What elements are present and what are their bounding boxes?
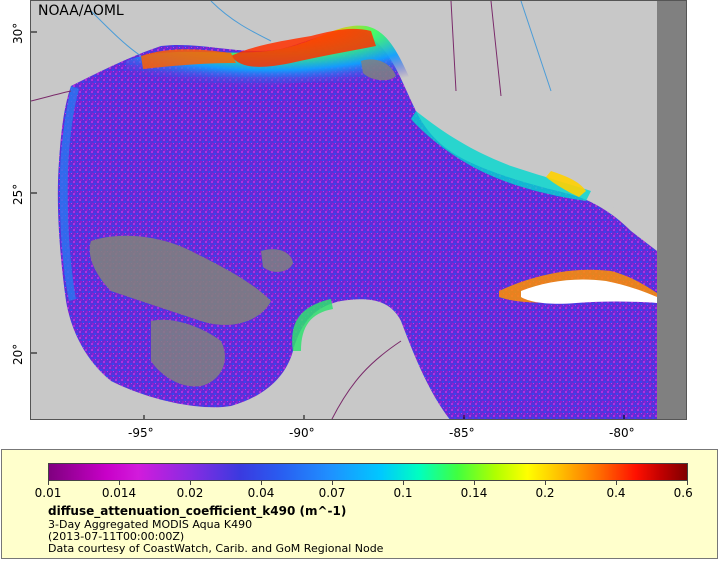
variable-name: diffuse_attenuation_coefficient_k490 (m^… bbox=[48, 504, 347, 518]
colorbar-label: 0.04 bbox=[247, 486, 275, 500]
no-data-patch-southwest bbox=[89, 235, 272, 325]
colorbar-label: 0.2 bbox=[535, 486, 555, 500]
colorbar-label: 0.1 bbox=[393, 486, 413, 500]
colorbar-label: 0.01 bbox=[34, 486, 62, 500]
product-description: 3-Day Aggregated MODIS Aqua K490 bbox=[48, 518, 253, 531]
no-data-patch-central bbox=[261, 249, 293, 272]
lat-ticks bbox=[31, 31, 37, 354]
western-coastal-band bbox=[59, 86, 79, 301]
river-line-3 bbox=[520, 1, 552, 92]
colorbar-tick bbox=[119, 481, 120, 485]
colorbar-tick bbox=[545, 481, 546, 485]
colorbar-tick bbox=[616, 481, 617, 485]
colorbar-label: 0.014 bbox=[101, 486, 137, 500]
lat-label-30: 30° bbox=[11, 22, 25, 44]
lat-label-25: 25° bbox=[11, 183, 25, 205]
no-data-patch-north bbox=[361, 59, 396, 81]
caribbean-water bbox=[439, 301, 657, 419]
mississippi-plume bbox=[231, 28, 376, 67]
colorbar-tick bbox=[687, 481, 688, 485]
florida-peninsula bbox=[589, 96, 636, 211]
cuba-island bbox=[521, 279, 657, 304]
data-courtesy: Data courtesy of CoastWatch, Carib. and … bbox=[48, 542, 384, 555]
colorbar-label: 0.07 bbox=[318, 486, 346, 500]
lon-label-95w: -95° bbox=[128, 426, 154, 440]
lon-label-80w: -80° bbox=[609, 426, 635, 440]
colorbar-tick bbox=[48, 481, 49, 485]
florida-shelf-yellow bbox=[546, 171, 586, 197]
border-line-central-america bbox=[331, 340, 402, 419]
colorbar-label: 0.02 bbox=[176, 486, 204, 500]
colorbar-tick bbox=[261, 481, 262, 485]
colorbar bbox=[48, 463, 688, 481]
lon-label-90w: -90° bbox=[289, 426, 315, 440]
no-data-region-east bbox=[657, 1, 686, 419]
colorbar-tick bbox=[403, 481, 404, 485]
no-data-patch-south bbox=[151, 319, 225, 387]
map-panel bbox=[30, 0, 687, 420]
credit-label: NOAA/AOML bbox=[38, 3, 124, 19]
florida-west-coast-band bbox=[411, 111, 591, 201]
k490-map bbox=[31, 1, 686, 419]
yucatan-peninsula bbox=[272, 304, 431, 419]
lon-label-85w: -85° bbox=[449, 426, 475, 440]
colorbar-tick bbox=[190, 481, 191, 485]
lat-label-20: 20° bbox=[11, 343, 25, 365]
colorbar-label: 0.4 bbox=[606, 486, 626, 500]
timestamp: (2013-07-11T00:00:00Z) bbox=[48, 530, 185, 543]
colorbar-label: 0.6 bbox=[673, 486, 693, 500]
colorbar-tick bbox=[474, 481, 475, 485]
colorbar-tick bbox=[332, 481, 333, 485]
river-line-2 bbox=[210, 1, 272, 42]
river-line-1 bbox=[90, 10, 142, 57]
lon-ticks bbox=[143, 415, 625, 419]
colorbar-label: 0.14 bbox=[460, 486, 488, 500]
border-line-us-states bbox=[450, 1, 502, 97]
louisiana-shelf-red bbox=[141, 49, 236, 69]
yucatan-coastal-band bbox=[292, 299, 333, 351]
border-line-mexico bbox=[31, 90, 72, 102]
